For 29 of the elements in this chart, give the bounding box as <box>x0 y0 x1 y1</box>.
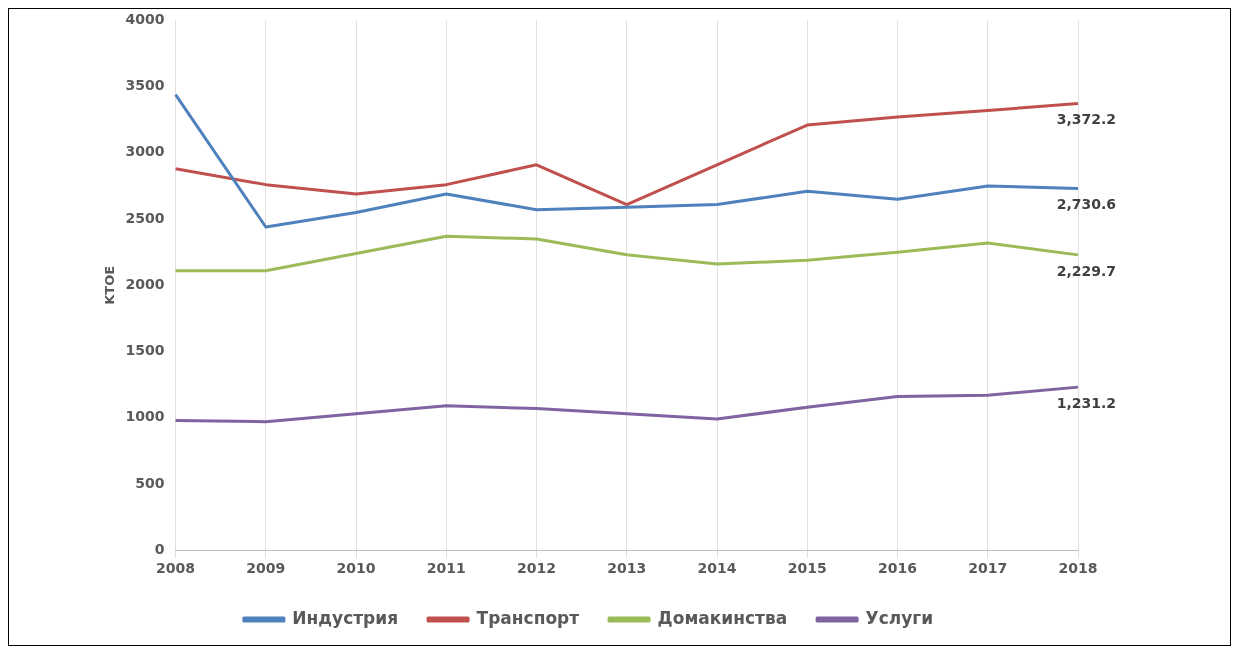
legend-label: Услуги <box>865 607 934 628</box>
legend-label: Транспорт <box>476 607 580 628</box>
data-label: 2,730.6 <box>1056 196 1116 213</box>
x-tick-label: 2015 <box>787 560 827 577</box>
x-tick-label: 2018 <box>1058 560 1098 577</box>
data-label: 2,229.7 <box>1056 262 1116 279</box>
x-tick-label: 2012 <box>517 560 557 577</box>
x-tick-label: 2011 <box>426 560 466 577</box>
y-tick-label: 2000 <box>125 275 165 292</box>
y-tick-label: 1500 <box>125 342 165 359</box>
y-tick-label: 3500 <box>125 77 165 94</box>
x-tick-label: 2016 <box>878 560 917 577</box>
y-tick-label: 1000 <box>125 408 165 425</box>
x-tick-label: 2017 <box>968 560 1008 577</box>
x-tick-label: 2013 <box>607 560 647 577</box>
x-tick-label: 2008 <box>156 560 196 577</box>
x-tick-label: 2010 <box>336 560 376 577</box>
legend-label: Индустрия <box>292 607 399 628</box>
y-tick-label: 3000 <box>125 143 165 160</box>
y-tick-label: 4000 <box>125 11 165 28</box>
x-tick-label: 2009 <box>246 560 286 577</box>
y-tick-label: 2500 <box>125 209 165 226</box>
x-tick-label: 2014 <box>697 560 737 577</box>
y-tick-label: 0 <box>154 540 165 557</box>
data-label: 3,372.2 <box>1056 111 1116 128</box>
legend-label: Домакинства <box>657 607 788 628</box>
y-axis-title: KTOE <box>102 265 118 305</box>
y-tick-label: 500 <box>135 474 165 491</box>
data-label: 1,231.2 <box>1056 394 1116 411</box>
